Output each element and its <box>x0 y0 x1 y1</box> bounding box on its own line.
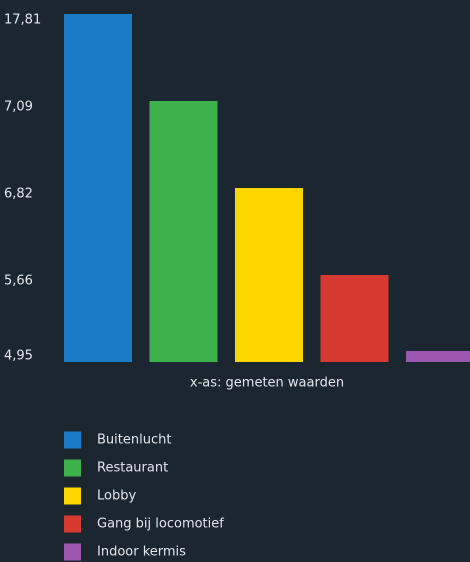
y-tick-label: 7,09 <box>4 100 33 115</box>
bar <box>320 275 389 362</box>
y-tick-label: 4,95 <box>4 349 33 364</box>
legend-label: Lobby <box>97 489 136 504</box>
legend-swatch <box>64 431 81 449</box>
legend-label: Gang bij locomotief <box>97 517 224 532</box>
legend-swatch <box>64 543 81 561</box>
legend-swatch <box>64 515 81 533</box>
y-tick-label: 6,82 <box>4 187 33 202</box>
bar <box>64 14 132 362</box>
bar <box>406 350 470 362</box>
legend-swatch <box>64 487 81 505</box>
bar <box>149 101 218 362</box>
bar <box>235 188 303 362</box>
legend-label: Restaurant <box>97 461 168 476</box>
y-tick-label: 5,66 <box>4 274 33 289</box>
legend-label: Indoor kermis <box>97 545 186 560</box>
legend-swatch <box>64 459 81 477</box>
legend-label: Buitenlucht <box>97 433 171 448</box>
x-axis-label: x-as: gemeten waarden <box>190 376 344 391</box>
y-tick-label: 17,81 <box>4 13 41 28</box>
